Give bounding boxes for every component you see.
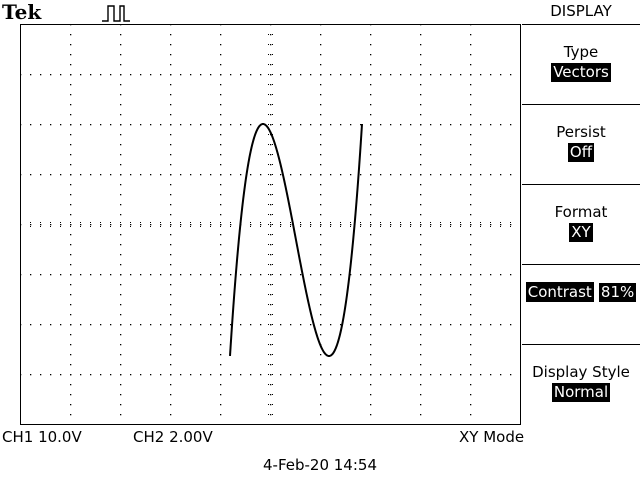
menu-item-label: Display Style [532, 363, 630, 381]
menu-item-display-style[interactable]: Display Style Normal [522, 362, 640, 402]
menu-item-persist[interactable]: Persist Off [522, 122, 640, 162]
trigger-pulse-icon [102, 5, 130, 22]
menu-separator [522, 104, 640, 105]
menu-item-value: Off [567, 143, 595, 162]
menu-separator [522, 184, 640, 185]
menu-item-label: Persist [556, 123, 606, 141]
menu-item-value: Normal [551, 383, 611, 402]
menu-separator [522, 24, 640, 25]
menu-item-value: XY [569, 223, 593, 242]
ch1-readout: CH1 10.0V [2, 428, 82, 446]
brand-logo: Tek [2, 0, 42, 24]
waveform-screen [20, 24, 521, 425]
menu-item-value: 81% [598, 283, 637, 302]
menu-item-label: Type [563, 43, 599, 61]
menu-item-contrast[interactable]: Contrast 81% [522, 282, 640, 302]
menu-item-label: Format [554, 203, 608, 221]
menu-item-label: Contrast [525, 282, 594, 302]
mode-readout: XY Mode [459, 428, 525, 446]
display-menu: DISPLAY Type Vectors Persist Off Format … [522, 0, 640, 425]
menu-item-value: Vectors [551, 63, 611, 82]
menu-separator [522, 344, 640, 345]
menu-item-format[interactable]: Format XY [522, 202, 640, 242]
menu-item-type[interactable]: Type Vectors [522, 42, 640, 82]
menu-separator [522, 264, 640, 265]
lissajous-trace [229, 122, 363, 358]
menu-title: DISPLAY [550, 2, 612, 20]
datetime-readout: 4-Feb-20 14:54 [262, 456, 377, 474]
ch2-readout: CH2 2.00V [133, 428, 213, 446]
